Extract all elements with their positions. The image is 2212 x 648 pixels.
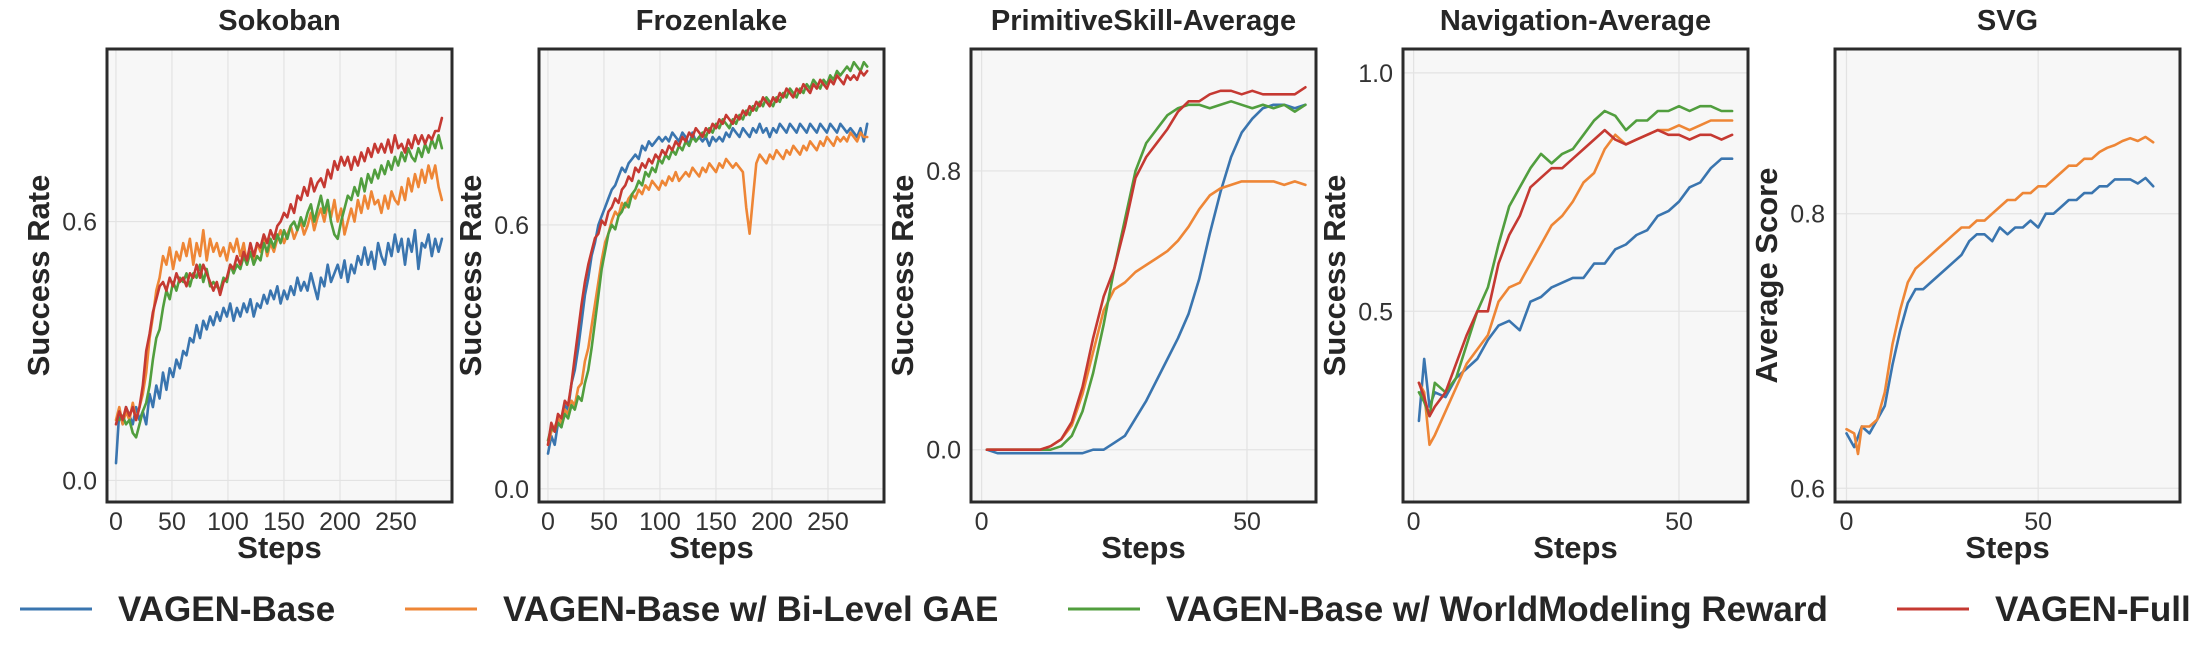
chart-navigation-average: Navigation-Average 0 50 0.5 1.0 Steps Success … [1317,5,1750,565]
x-axis-label: Steps [237,530,321,565]
legend-item-vagen-base: VAGEN-Base [20,590,335,629]
chart-title: Sokoban [218,5,340,37]
series-line-vagen-base-w-worldmodeling-reward [1417,104,1734,418]
x-tick-label: 50 [1665,508,1693,536]
x-tick-label: 0 [109,508,123,536]
plot-area [105,47,454,504]
series-line-vagen-base [546,122,869,455]
legend-label: VAGEN-Base w/ Bi-Level GAE [503,590,998,629]
x-tick-label: 200 [751,508,793,536]
legend-item-vagen-base-w-bi-level-gae: VAGEN-Base w/ Bi-Level GAE [405,590,998,629]
chart-primitiveskill-average: PrimitiveSkill-Average 0 50 0.0 0.8 Steps Succ… [885,5,1318,565]
chart-title: PrimitiveSkill-Average [991,5,1296,37]
x-tick-label: 50 [590,508,618,536]
plot-area [969,47,1318,504]
series-line-vagen-full [1417,128,1734,418]
series-line-vagen-base-w-bi-level-gae [546,131,869,447]
y-tick-label: 0.0 [62,467,97,495]
y-tick-label: 0.5 [1358,298,1393,326]
y-tick-label: 1.0 [1358,60,1393,88]
chart-frozenlake: Frozenlake 0 50 100 150 200 250 0.0 0.6 Steps Succ… [453,5,886,565]
x-axis-label: Steps [669,530,753,565]
x-tick-label: 50 [158,508,186,536]
series-line-vagen-full [985,86,1307,451]
x-tick-label: 250 [375,508,417,536]
series-line-vagen-base-w-bi-level-gae [114,164,444,426]
series-line-vagen-base-w-bi-level-gae [1417,119,1734,447]
series-line-vagen-base [1845,176,2155,449]
x-tick-label: 100 [207,508,249,536]
plot-area [1401,47,1750,504]
x-axis-label: Steps [1533,530,1617,565]
x-tick-label: 0 [1407,508,1421,536]
x-tick-label: 250 [807,508,849,536]
x-tick-label: 50 [1233,508,1261,536]
y-axis-label: Success Rate [21,175,56,377]
legend-item-vagen-full: VAGEN-Full [1897,590,2191,629]
chart-title: Navigation-Average [1440,5,1711,37]
legend: VAGEN-Base VAGEN-Base w/ Bi-Level GAE VAGE… [20,590,2191,629]
y-tick-label: 0.8 [1790,201,1825,229]
series-line-vagen-base [114,228,444,465]
x-tick-label: 0 [975,508,989,536]
y-tick-label: 0.0 [494,476,529,504]
plot-border [969,47,1318,504]
plot-border [105,47,454,504]
chart-title: Frozenlake [636,5,788,37]
y-axis-label: Average Score [1749,168,1784,384]
x-tick-label: 0 [541,508,555,536]
chart-svg: SVG 0 50 0.6 0.8 Steps Average Score [1749,5,2182,565]
legend-item-vagen-base-w-worldmodeling-reward: VAGEN-Base w/ WorldModeling Reward [1068,590,1828,629]
y-axis-label: Success Rate [1317,175,1352,377]
series-line-vagen-full [114,116,444,426]
y-tick-label: 0.6 [1790,475,1825,503]
series-line-vagen-base [985,103,1307,455]
x-tick-label: 200 [319,508,361,536]
legend-label: VAGEN-Full [1995,590,2191,629]
legend-label: VAGEN-Base [118,590,335,629]
y-axis-label: Success Rate [885,175,920,377]
x-axis-label: Steps [1101,530,1185,565]
y-tick-label: 0.8 [926,158,961,186]
x-tick-label: 0 [1840,508,1854,536]
plot-border [537,47,886,504]
x-tick-label: 50 [2024,508,2052,536]
plot-area [1833,47,2182,504]
legend-label: VAGEN-Base w/ WorldModeling Reward [1166,590,1828,629]
y-tick-label: 0.6 [62,209,97,237]
series-line-vagen-full [546,69,869,447]
plot-border [1401,47,1750,504]
x-tick-label: 100 [639,508,681,536]
x-axis-label: Steps [1965,530,2049,565]
y-tick-label: 0.0 [926,437,961,465]
x-tick-label: 150 [263,508,305,536]
series-line-vagen-base-w-bi-level-gae [1845,135,2155,456]
chart-title: SVG [1977,5,2038,37]
plot-border [1833,47,2182,504]
plot-area [537,47,886,504]
y-tick-label: 0.6 [494,212,529,240]
y-axis-label: Success Rate [453,175,488,377]
series-line-vagen-base-w-worldmodeling-reward [546,60,869,442]
x-tick-label: 150 [695,508,737,536]
chart-panels: Sokoban 0 50 100 150 200 250 0.0 0.6 Steps Success… [21,5,2182,565]
chart-sokoban: Sokoban 0 50 100 150 200 250 0.0 0.6 Steps Success… [21,5,454,565]
